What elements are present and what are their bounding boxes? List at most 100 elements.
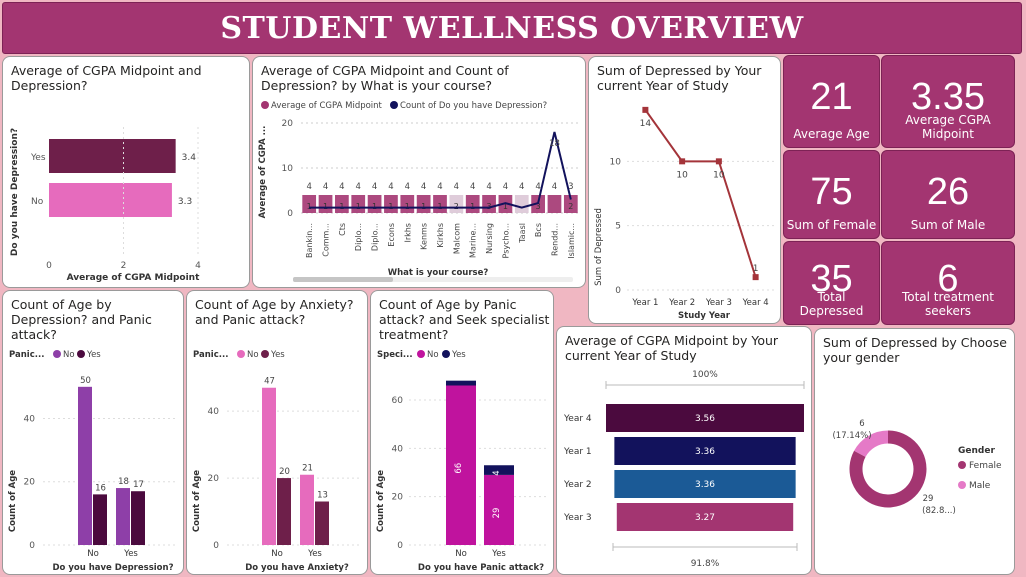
y-axis-title: Average of CGPA ... (258, 126, 268, 219)
x-tick-label: Year 4 (742, 298, 769, 308)
category-label: Year 3 (563, 513, 592, 523)
card-cgpa-by-depression[interactable]: Average of CGPA Midpoint and Depression?… (2, 56, 250, 288)
data-label: 3.27 (695, 513, 715, 523)
chart-title: Count of Age by Anxiety? and Panic attac… (195, 297, 354, 327)
legend-label: No (63, 350, 75, 360)
y-axis-title: Do you have Depression? (10, 128, 20, 256)
cgpa-year-funnel-chart: 100% 3.56 Year 4 3.36 Year 1 3.36 Year 2 3.27 Ye… (563, 370, 805, 569)
kpi-average-cgpa: 3.35 Average CGPA Midpoint (881, 55, 1015, 148)
data-label: 4 (519, 182, 524, 192)
segment-label: 66 (454, 463, 464, 474)
legend-marker (958, 481, 966, 489)
x-axis-title: Do you have Depression? (52, 563, 173, 573)
data-label: 14 (640, 119, 652, 129)
age-anxiety-panic-chart: Panic... No Yes 0 20 40 47 20 No 21 13 Yes Count of … (192, 350, 362, 573)
legend-marker (417, 350, 425, 358)
chart-title: Average of CGPA Midpoint by Your current… (565, 333, 779, 363)
data-label: 4 (405, 182, 410, 192)
x-tick-label: Econs (387, 223, 396, 247)
inner-label: 1 (437, 202, 442, 211)
bar (93, 494, 107, 545)
x-axis-title: Study Year (678, 311, 731, 321)
data-label: 4 (421, 182, 426, 192)
data-label: 4 (323, 182, 328, 192)
inner-label: 1 (470, 202, 475, 211)
kpi-total-depressed: 35 Total Depressed (783, 241, 880, 325)
segment-label: 29 (492, 508, 502, 519)
x-tick-label: Rendd... (550, 223, 559, 256)
x-tick-label: Islamic... (567, 223, 576, 259)
legend-title: Speci... (377, 350, 413, 360)
slice-percent-label: (82.8...) (922, 506, 956, 516)
data-label: 4 (388, 182, 393, 192)
x-tick-label: Marine... (469, 223, 478, 258)
legend-label: Yes (451, 350, 466, 360)
y-tick-label: 40 (208, 407, 220, 417)
data-label: 4 (503, 182, 508, 192)
x-tick-label: No (271, 549, 283, 559)
inner-label: 3 (536, 202, 541, 211)
x-tick-label: Diplo... (371, 223, 380, 251)
legend-label: Male (969, 481, 991, 491)
age-panic-treatment-chart: Speci... No Yes 0 20 40 60 66 No 29 4 Yes Count of A… (376, 350, 549, 573)
data-label: 17 (133, 480, 144, 490)
inner-label: 3 (487, 202, 492, 211)
y-axis-title: Count of Age (8, 470, 18, 532)
x-tick-label: Year 2 (668, 298, 695, 308)
data-label: 16 (95, 483, 106, 493)
chart-title: Count of Age by Panic attack? and Seek s… (379, 297, 550, 342)
legend-marker (261, 101, 269, 109)
inner-label: 1 (372, 202, 377, 211)
legend-label: Average of CGPA Midpoint (271, 101, 383, 111)
bar (300, 474, 314, 545)
y-tick-label: 20 (282, 119, 294, 129)
x-tick-label: Malcom (452, 223, 461, 254)
kpi-value: 3.35 (911, 76, 985, 118)
data-point (679, 158, 686, 165)
x-axis-title: Average of CGPA Midpoint (67, 273, 201, 283)
chart-title: Sum of Depressed by Choose your gender (823, 335, 1007, 365)
y-tick-label: 0 (213, 541, 219, 551)
category-label: No (31, 197, 44, 207)
category-label: Year 1 (563, 447, 592, 457)
card-age-anxiety-panic[interactable]: Count of Age by Anxiety? and Panic attac… (186, 290, 368, 575)
card-cgpa-by-year[interactable]: Average of CGPA Midpoint by Your current… (556, 326, 812, 575)
bar (262, 387, 276, 545)
legend-label: Yes (270, 350, 285, 360)
data-label: 21 (302, 464, 313, 474)
chart-title: Sum of Depressed by Your current Year of… (597, 63, 762, 93)
funnel-bar (606, 404, 804, 432)
category-label: Year 2 (563, 480, 592, 490)
kpi-treatment-seekers: 6 Total treatment seekers (881, 241, 1015, 325)
data-label: 20 (279, 467, 290, 477)
bottom-percent-label: 91.8% (691, 559, 720, 569)
legend-label: No (427, 350, 439, 360)
funnel-bar (614, 470, 796, 498)
data-label: 4 (306, 182, 311, 192)
card-age-depression-panic[interactable]: Count of Age by Depression? and Panic at… (2, 290, 184, 575)
data-label: 13 (317, 491, 328, 501)
x-tick-label: 4 (195, 261, 201, 271)
inner-label: 2 (454, 202, 459, 211)
data-label: 3.56 (695, 414, 715, 424)
x-tick-label: Bcs (534, 223, 543, 237)
peak-label: 18 (549, 139, 560, 149)
card-depressed-by-year[interactable]: Sum of Depressed by Your current Year of… (588, 56, 781, 324)
y-tick-label: 40 (392, 444, 404, 454)
data-label: 3 (568, 182, 573, 192)
data-label: 10 (713, 170, 725, 180)
data-label: 4 (486, 182, 491, 192)
y-tick-label: 40 (24, 414, 36, 424)
kpi-label: Total Depressed (799, 290, 864, 318)
y-tick-label: 10 (610, 157, 622, 167)
x-tick-label: Yes (491, 549, 506, 559)
funnel-bar (614, 437, 796, 465)
data-label: 4 (372, 182, 377, 192)
data-label: 50 (80, 376, 91, 386)
x-tick-label: Diplo... (354, 223, 363, 251)
slice-label: 6 (859, 419, 864, 429)
card-cgpa-by-course[interactable]: Average of CGPA Midpoint and Count of De… (252, 56, 586, 288)
card-depressed-by-gender[interactable]: Sum of Depressed by Choose your gender 6… (814, 328, 1015, 575)
y-axis-title: Count of Age (192, 470, 202, 532)
card-age-panic-treatment[interactable]: Count of Age by Panic attack? and Seek s… (370, 290, 554, 575)
